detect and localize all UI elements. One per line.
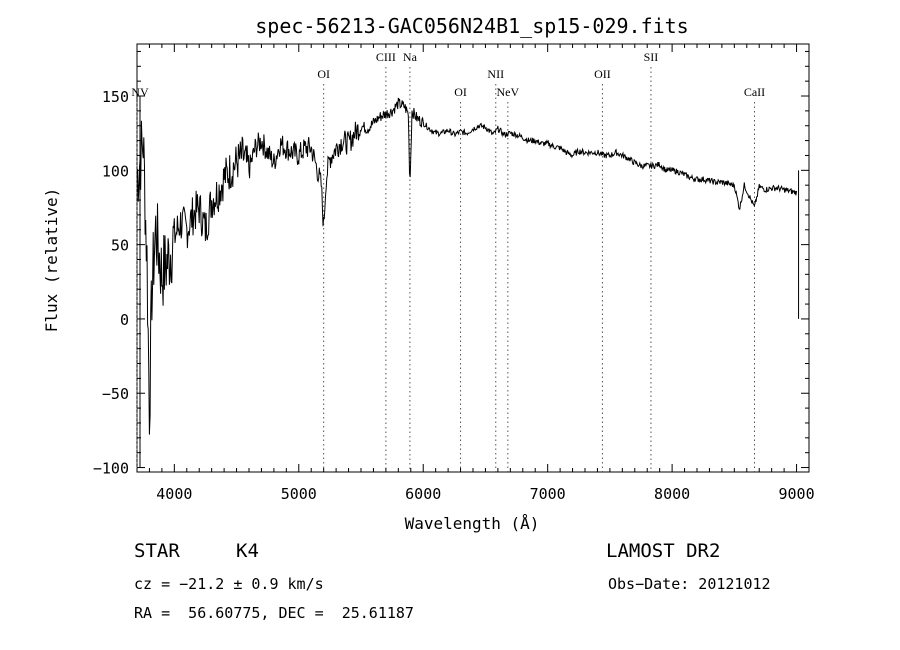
- spectrum-series: [136, 96, 800, 468]
- x-tick-label: 9000: [778, 485, 814, 503]
- class-label: STAR: [134, 540, 180, 562]
- emission-line-label: Na: [403, 50, 418, 64]
- y-tick-label: 50: [111, 237, 129, 255]
- spectrum-line: [136, 97, 798, 435]
- x-tick-label: 7000: [530, 485, 566, 503]
- emission-line-label: OI: [454, 85, 467, 99]
- emission-line-label: NV: [131, 85, 149, 99]
- coordinates: RA = 56.60775, DEC = 25.61187: [134, 604, 414, 622]
- x-tick-label: 8000: [654, 485, 690, 503]
- emission-line-label: NII: [487, 67, 504, 81]
- plot-border: [136, 43, 810, 473]
- y-axis-label: Flux (relative): [42, 188, 61, 333]
- redshift-cz: cz = −21.2 ± 0.9 km/s: [134, 575, 324, 593]
- subclass-label: K4: [236, 540, 259, 562]
- survey-label: LAMOST DR2: [606, 540, 721, 562]
- emission-line-label: NeV: [497, 85, 520, 99]
- emission-line-label: CaII: [744, 85, 765, 99]
- plot-frame: [136, 43, 810, 473]
- axis-ticks: 4000 5000 6000 7000 8000 9000 −100 −50 0 50 100 150: [93, 44, 815, 503]
- emission-line-label: SII: [644, 50, 659, 64]
- emission-line-label: OII: [594, 67, 611, 81]
- x-tick-label: 5000: [281, 485, 317, 503]
- x-tick-label: 6000: [405, 485, 441, 503]
- emission-line-label: CIII: [376, 50, 396, 64]
- y-tick-label: 150: [102, 88, 129, 106]
- x-axis-label: Wavelength (Å): [405, 514, 540, 533]
- x-tick-label: 4000: [156, 485, 192, 503]
- chart-title: spec-56213-GAC056N24B1_sp15-029.fits: [255, 14, 688, 38]
- emission-line-markers: NV OI CIII Na OI NII NeV OII SII CaII: [131, 50, 765, 472]
- emission-line-label: OI: [317, 67, 330, 81]
- y-tick-label: −100: [93, 460, 129, 478]
- y-tick-label: 100: [102, 162, 129, 180]
- observation-date: Obs−Date: 20121012: [608, 575, 771, 593]
- y-tick-label: 0: [120, 311, 129, 329]
- y-tick-label: −50: [102, 385, 129, 403]
